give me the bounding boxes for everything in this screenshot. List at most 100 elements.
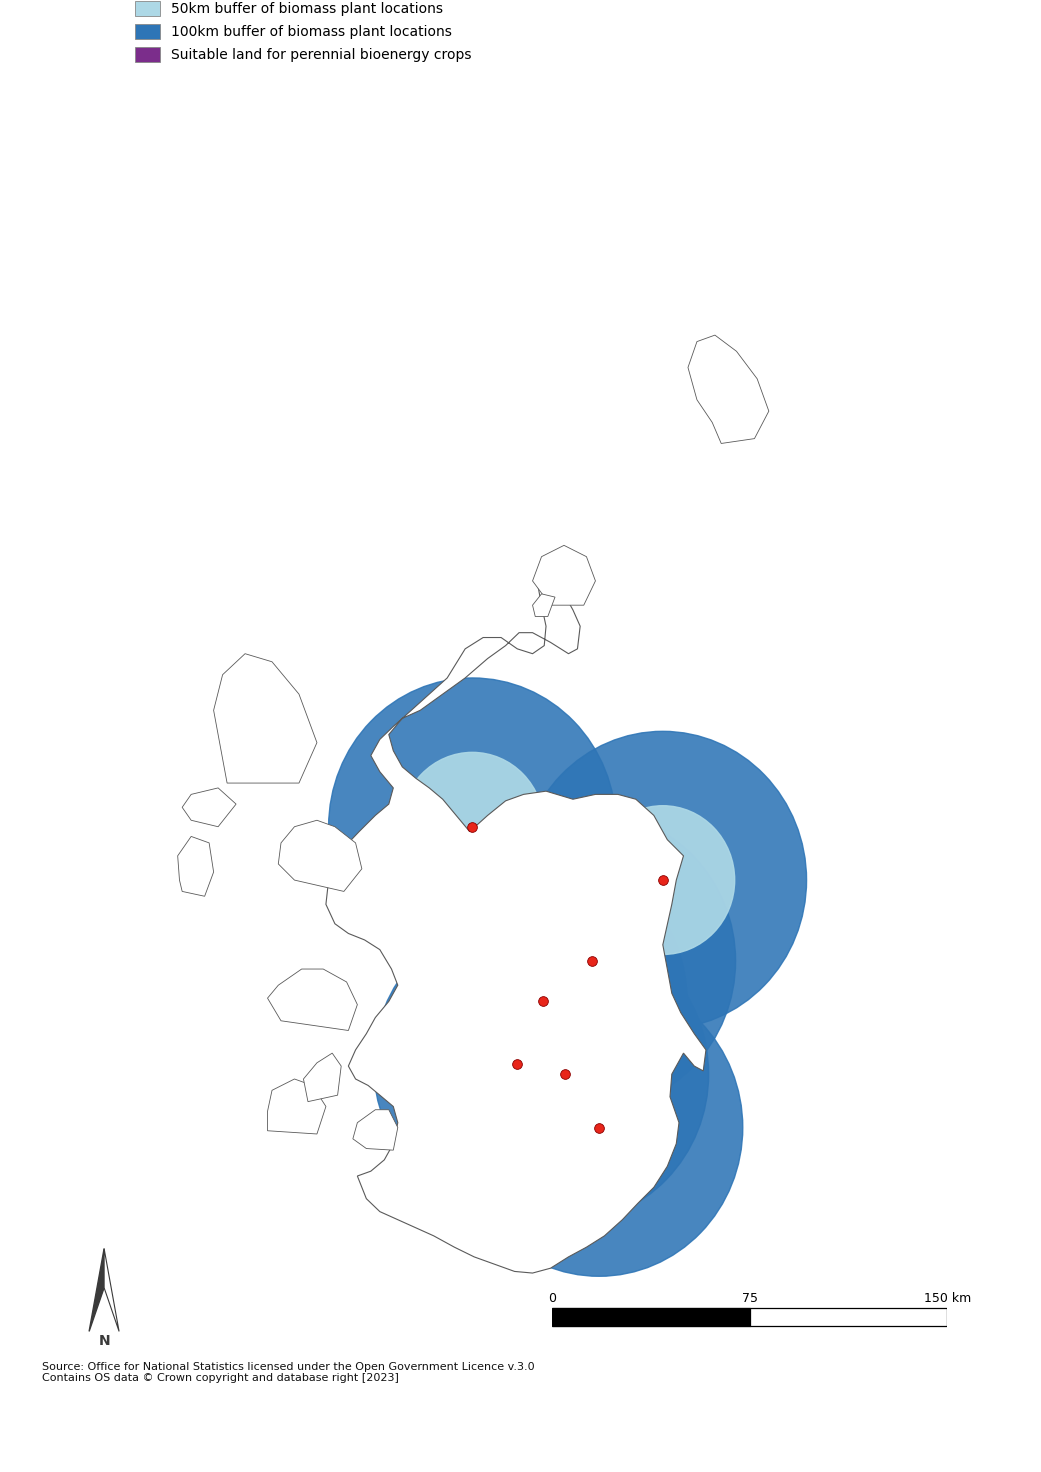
Point xyxy=(556,757,573,780)
Point xyxy=(566,923,583,946)
Point xyxy=(502,1064,518,1088)
Point xyxy=(594,877,611,901)
Point xyxy=(729,342,745,365)
Point xyxy=(643,854,660,877)
Point xyxy=(592,954,609,977)
Point xyxy=(593,659,610,683)
Point xyxy=(596,836,613,860)
Point xyxy=(518,661,535,684)
Point xyxy=(605,804,621,827)
Point xyxy=(575,1036,591,1060)
Point xyxy=(542,770,559,793)
Point xyxy=(606,917,623,941)
Point xyxy=(605,1054,621,1078)
Point xyxy=(658,852,675,876)
Point xyxy=(523,777,539,801)
Point xyxy=(491,777,508,801)
Point xyxy=(574,936,590,960)
Point xyxy=(552,926,568,949)
Point xyxy=(592,1067,609,1091)
Point xyxy=(626,842,642,866)
Point xyxy=(635,826,652,849)
Point xyxy=(565,1013,582,1036)
Point xyxy=(573,1089,589,1113)
Point xyxy=(627,866,643,889)
Point xyxy=(605,1097,621,1120)
Point xyxy=(602,886,618,910)
Point xyxy=(572,945,588,969)
Point xyxy=(619,785,636,808)
Point xyxy=(255,707,272,730)
Point xyxy=(577,852,593,876)
Point xyxy=(538,662,555,686)
Point xyxy=(605,1151,621,1175)
Point xyxy=(665,838,682,861)
Point xyxy=(274,711,290,735)
Point xyxy=(631,845,648,868)
Point xyxy=(612,1079,629,1103)
Point xyxy=(563,877,580,901)
Point xyxy=(563,1076,580,1100)
Point xyxy=(559,785,576,808)
Point xyxy=(600,1058,616,1082)
Point xyxy=(616,841,633,864)
Point xyxy=(601,939,617,963)
Point xyxy=(616,1107,633,1130)
Point xyxy=(603,851,619,874)
Point xyxy=(544,1038,561,1061)
Point xyxy=(608,967,625,991)
Point xyxy=(651,885,667,908)
Point xyxy=(589,946,606,970)
Point xyxy=(519,667,536,690)
Point xyxy=(706,921,722,945)
Point xyxy=(506,1092,523,1116)
Point xyxy=(539,1067,556,1091)
Point xyxy=(635,1136,652,1160)
Point xyxy=(646,827,663,851)
Point xyxy=(565,855,582,879)
Point xyxy=(616,823,633,846)
Point xyxy=(631,857,648,880)
Point xyxy=(575,839,591,863)
Point xyxy=(602,860,618,883)
Point xyxy=(573,813,589,836)
Point xyxy=(543,1035,560,1058)
Point xyxy=(606,835,623,858)
Point xyxy=(493,1079,510,1103)
Point xyxy=(561,1030,578,1054)
Point xyxy=(668,832,685,855)
Point xyxy=(619,785,636,808)
Point xyxy=(626,1064,642,1088)
Point xyxy=(639,868,656,892)
Point xyxy=(580,913,596,936)
Point xyxy=(636,877,653,901)
Point xyxy=(640,855,657,879)
Point xyxy=(562,942,579,966)
Point xyxy=(637,1141,654,1164)
Point xyxy=(569,1033,586,1057)
Point xyxy=(716,318,733,342)
Point xyxy=(608,874,625,898)
Point xyxy=(618,839,635,863)
Point xyxy=(584,524,601,548)
Point xyxy=(640,867,657,891)
Point xyxy=(644,824,661,848)
Point xyxy=(595,954,612,977)
Point xyxy=(520,1057,537,1080)
Point xyxy=(534,667,551,690)
Point xyxy=(554,661,570,684)
Point xyxy=(589,1130,606,1154)
Point xyxy=(576,1126,592,1150)
Point xyxy=(577,786,593,810)
Point xyxy=(685,821,702,845)
Point xyxy=(566,1108,583,1132)
Point xyxy=(594,908,611,932)
Point xyxy=(487,813,504,836)
Point xyxy=(601,824,617,848)
Point xyxy=(602,818,618,842)
Point xyxy=(598,1073,614,1097)
Point xyxy=(578,562,594,586)
Point xyxy=(605,880,621,904)
Point xyxy=(674,830,690,854)
Point xyxy=(514,1078,531,1101)
